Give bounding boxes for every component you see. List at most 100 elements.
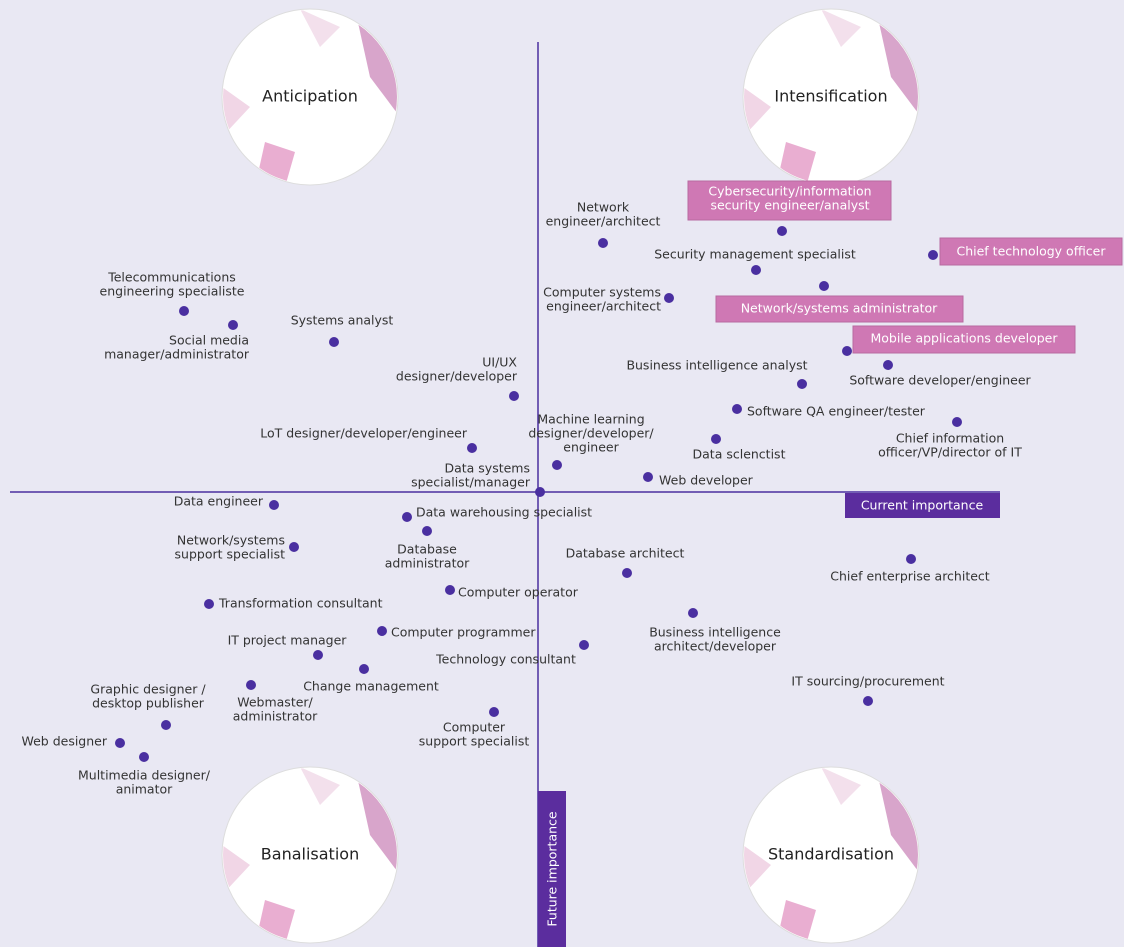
node-label: IT sourcing/procurement: [791, 674, 944, 689]
node-label: desktop publisher: [92, 696, 205, 711]
node-label: Software developer/engineer: [849, 373, 1031, 388]
node-dot: [402, 512, 412, 522]
node-label: support specialist: [419, 734, 530, 749]
node-label: Cybersecurity/information: [708, 184, 871, 199]
node-dot: [622, 568, 632, 578]
node-dot: [179, 306, 189, 316]
node-label: Network/systems: [177, 533, 285, 548]
quadrant-label: Standardisation: [768, 845, 894, 864]
node-label: Database: [397, 542, 457, 557]
node-dot: [883, 360, 893, 370]
axis-label-box: [845, 493, 1000, 518]
node-dot: [664, 293, 674, 303]
node-label: Business intelligence: [649, 625, 781, 640]
node-label: animator: [116, 782, 173, 797]
node-label: Chief information: [896, 431, 1004, 446]
node-label: Network/systems administrator: [741, 301, 938, 316]
node-dot: [643, 472, 653, 482]
node-label: security engineer/analyst: [710, 198, 869, 213]
node-label: Mobile applications developer: [870, 331, 1058, 346]
node-dot: [489, 707, 499, 717]
node-label: engineer/architect: [546, 299, 661, 314]
node-label: Graphic designer /: [90, 682, 206, 697]
node-dot: [422, 526, 432, 536]
highlight-box: [852, 325, 1076, 354]
node-dot: [688, 608, 698, 618]
node-label: administrator: [233, 709, 318, 724]
node-label: Security management specialist: [654, 247, 856, 262]
node-dot: [732, 404, 742, 414]
highlight-box: [715, 295, 964, 323]
node-label: Technology consultant: [435, 652, 576, 667]
node-dot: [204, 599, 214, 609]
node-label: UI/UX: [482, 355, 517, 370]
node-dot: [711, 434, 721, 444]
node-label: LoT designer/developer/engineer: [260, 426, 468, 441]
axis-label: Current importance: [861, 498, 984, 513]
node-dot: [842, 346, 852, 356]
node-label: Database architect: [566, 546, 685, 561]
quadrant-label: Banalisation: [261, 845, 359, 864]
node-label: Data systems: [444, 461, 530, 476]
decoration: [744, 845, 771, 895]
node-label: Software QA engineer/tester: [747, 404, 926, 419]
highlight-box: [939, 237, 1123, 266]
node-label: Multimedia designer/: [78, 768, 211, 783]
decoration: [223, 87, 250, 137]
axis-label: Future importance: [545, 811, 560, 927]
node-label: designer/developer/: [528, 426, 654, 441]
node-label: Data engineer: [174, 494, 264, 509]
node-label: officer/VP/director of IT: [878, 445, 1022, 460]
decoration: [223, 845, 250, 895]
node-label: Business intelligence analyst: [626, 358, 807, 373]
quadrant-label: Anticipation: [262, 87, 358, 106]
node-label: Machine learning: [537, 412, 644, 427]
node-dot: [228, 320, 238, 330]
node-dot: [952, 417, 962, 427]
axis-label-box: [538, 791, 566, 947]
node-dot: [467, 443, 477, 453]
node-dot: [377, 626, 387, 636]
node-dot: [329, 337, 339, 347]
node-label: Transformation consultant: [218, 596, 383, 611]
node-dot: [797, 379, 807, 389]
node-dot: [509, 391, 519, 401]
node-label: specialist/manager: [411, 475, 531, 490]
node-label: Computer programmer: [391, 625, 536, 640]
node-dot: [139, 752, 149, 762]
node-label: Chief enterprise architect: [830, 569, 990, 584]
node-dot: [928, 250, 938, 260]
decoration: [300, 768, 340, 805]
node-dot: [863, 696, 873, 706]
node-dot: [246, 680, 256, 690]
node-dot: [598, 238, 608, 248]
node-label: support specialist: [175, 547, 286, 562]
quadrant-circle: [742, 766, 920, 944]
node-dot: [115, 738, 125, 748]
node-label: Computer systems: [543, 285, 661, 300]
node-label: administrator: [385, 556, 470, 571]
node-label: engineer/architect: [546, 214, 661, 229]
quadrant-label: Intensification: [774, 87, 887, 106]
node-label: Chief technology officer: [956, 244, 1106, 259]
node-label: manager/administrator: [104, 347, 250, 362]
quadrant-circle: [221, 766, 399, 944]
decoration: [821, 768, 861, 805]
node-dot: [313, 650, 323, 660]
node-label: architect/developer: [654, 639, 777, 654]
node-label: Change management: [303, 679, 439, 694]
node-dot: [161, 720, 171, 730]
node-dot: [445, 585, 455, 595]
decoration: [821, 10, 861, 47]
node-dot: [777, 226, 787, 236]
node-dot: [269, 500, 279, 510]
node-dot: [751, 265, 761, 275]
node-label: Data sclenctist: [693, 447, 786, 462]
node-dot: [906, 554, 916, 564]
node-label: Computer: [443, 720, 506, 735]
node-label: Webmaster/: [237, 695, 313, 710]
node-dot: [359, 664, 369, 674]
node-label: Web developer: [659, 473, 754, 488]
